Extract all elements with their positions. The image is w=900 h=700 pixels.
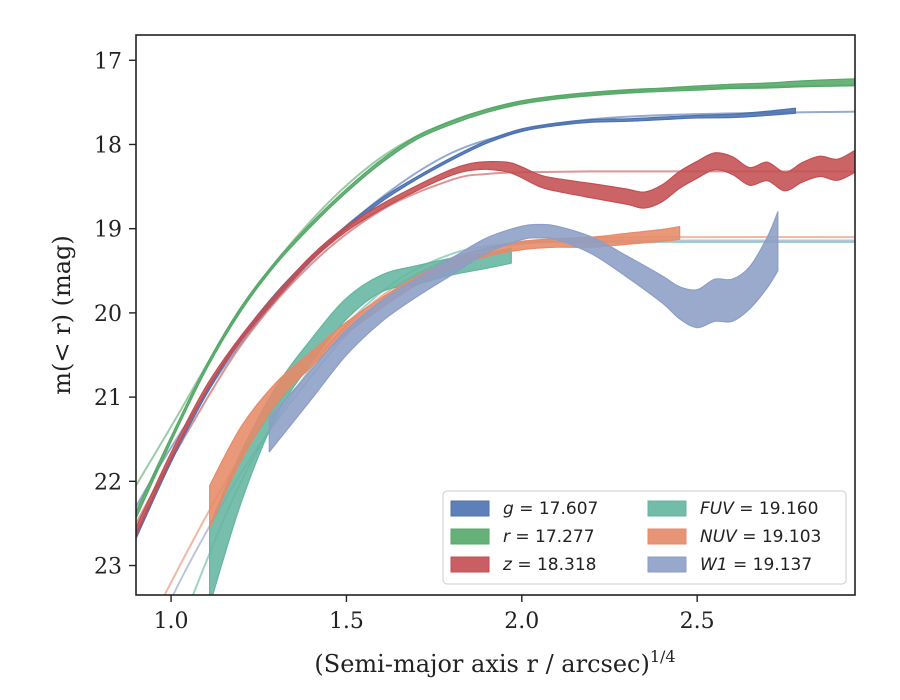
y-axis-label: m(< r) (mag) [48, 235, 76, 394]
y-tick-label-18: 18 [94, 133, 122, 158]
x-axis-label-power: 1/4 [650, 647, 676, 666]
legend-item-nuv: NUV = 19.103 [647, 527, 821, 547]
legend-swatch-w1 [647, 556, 687, 573]
band-w1 [268, 211, 779, 453]
y-tick-label-21: 21 [94, 386, 122, 411]
plot-area [136, 78, 855, 595]
legend: g = 17.607 r = 17.277 z = 18.318 FUV = 19.1… [442, 490, 847, 585]
legend-label-r: r = 17.277 [503, 527, 595, 547]
y-tick-label-19: 19 [94, 218, 122, 243]
y-axis: 17 18 19 20 21 22 23 [94, 49, 136, 580]
legend-item-w1: W1 = 19.137 [647, 555, 812, 575]
legend-item-r: r = 17.277 [450, 527, 595, 547]
legend-label-nuv: NUV = 19.103 [700, 527, 821, 547]
data-bands [136, 78, 855, 595]
model-curve-z [136, 170, 855, 524]
legend-swatch-fuv [647, 500, 687, 517]
legend-label-fuv: FUV = 19.160 [700, 499, 818, 519]
x-tick-label-2.0: 2.0 [504, 609, 539, 634]
plot-frame [135, 34, 856, 596]
y-tick-label-22: 22 [94, 470, 122, 495]
legend-swatch-r [450, 528, 490, 545]
legend-item-fuv: FUV = 19.160 [647, 499, 818, 519]
legend-item-g: g = 17.607 [450, 499, 598, 519]
legend-frame [442, 490, 847, 585]
x-tick-label-2.5: 2.5 [680, 609, 715, 634]
x-axis-label: (Semi-major axis r / arcsec)1/4 [314, 647, 675, 678]
legend-label-z: z = 18.318 [502, 555, 596, 575]
legend-label-w1: W1 = 19.137 [700, 555, 812, 575]
band-z [136, 149, 855, 537]
legend-label-g: g = 17.607 [503, 499, 598, 519]
legend-item-z: z = 18.318 [450, 555, 596, 575]
band-r [136, 78, 855, 519]
x-axis: 1.0 1.5 2.0 2.5 [154, 595, 715, 634]
x-axis-label-text: (Semi-major axis r / arcsec) [314, 650, 649, 678]
y-tick-label-23: 23 [94, 555, 122, 580]
x-tick-label-1.0: 1.0 [154, 609, 189, 634]
y-tick-label-17: 17 [94, 49, 122, 74]
y-tick-label-20: 20 [94, 302, 122, 327]
x-tick-label-1.5: 1.5 [329, 609, 364, 634]
legend-swatch-g [450, 500, 490, 517]
legend-swatch-z [450, 556, 490, 573]
legend-swatch-nuv [647, 528, 687, 545]
